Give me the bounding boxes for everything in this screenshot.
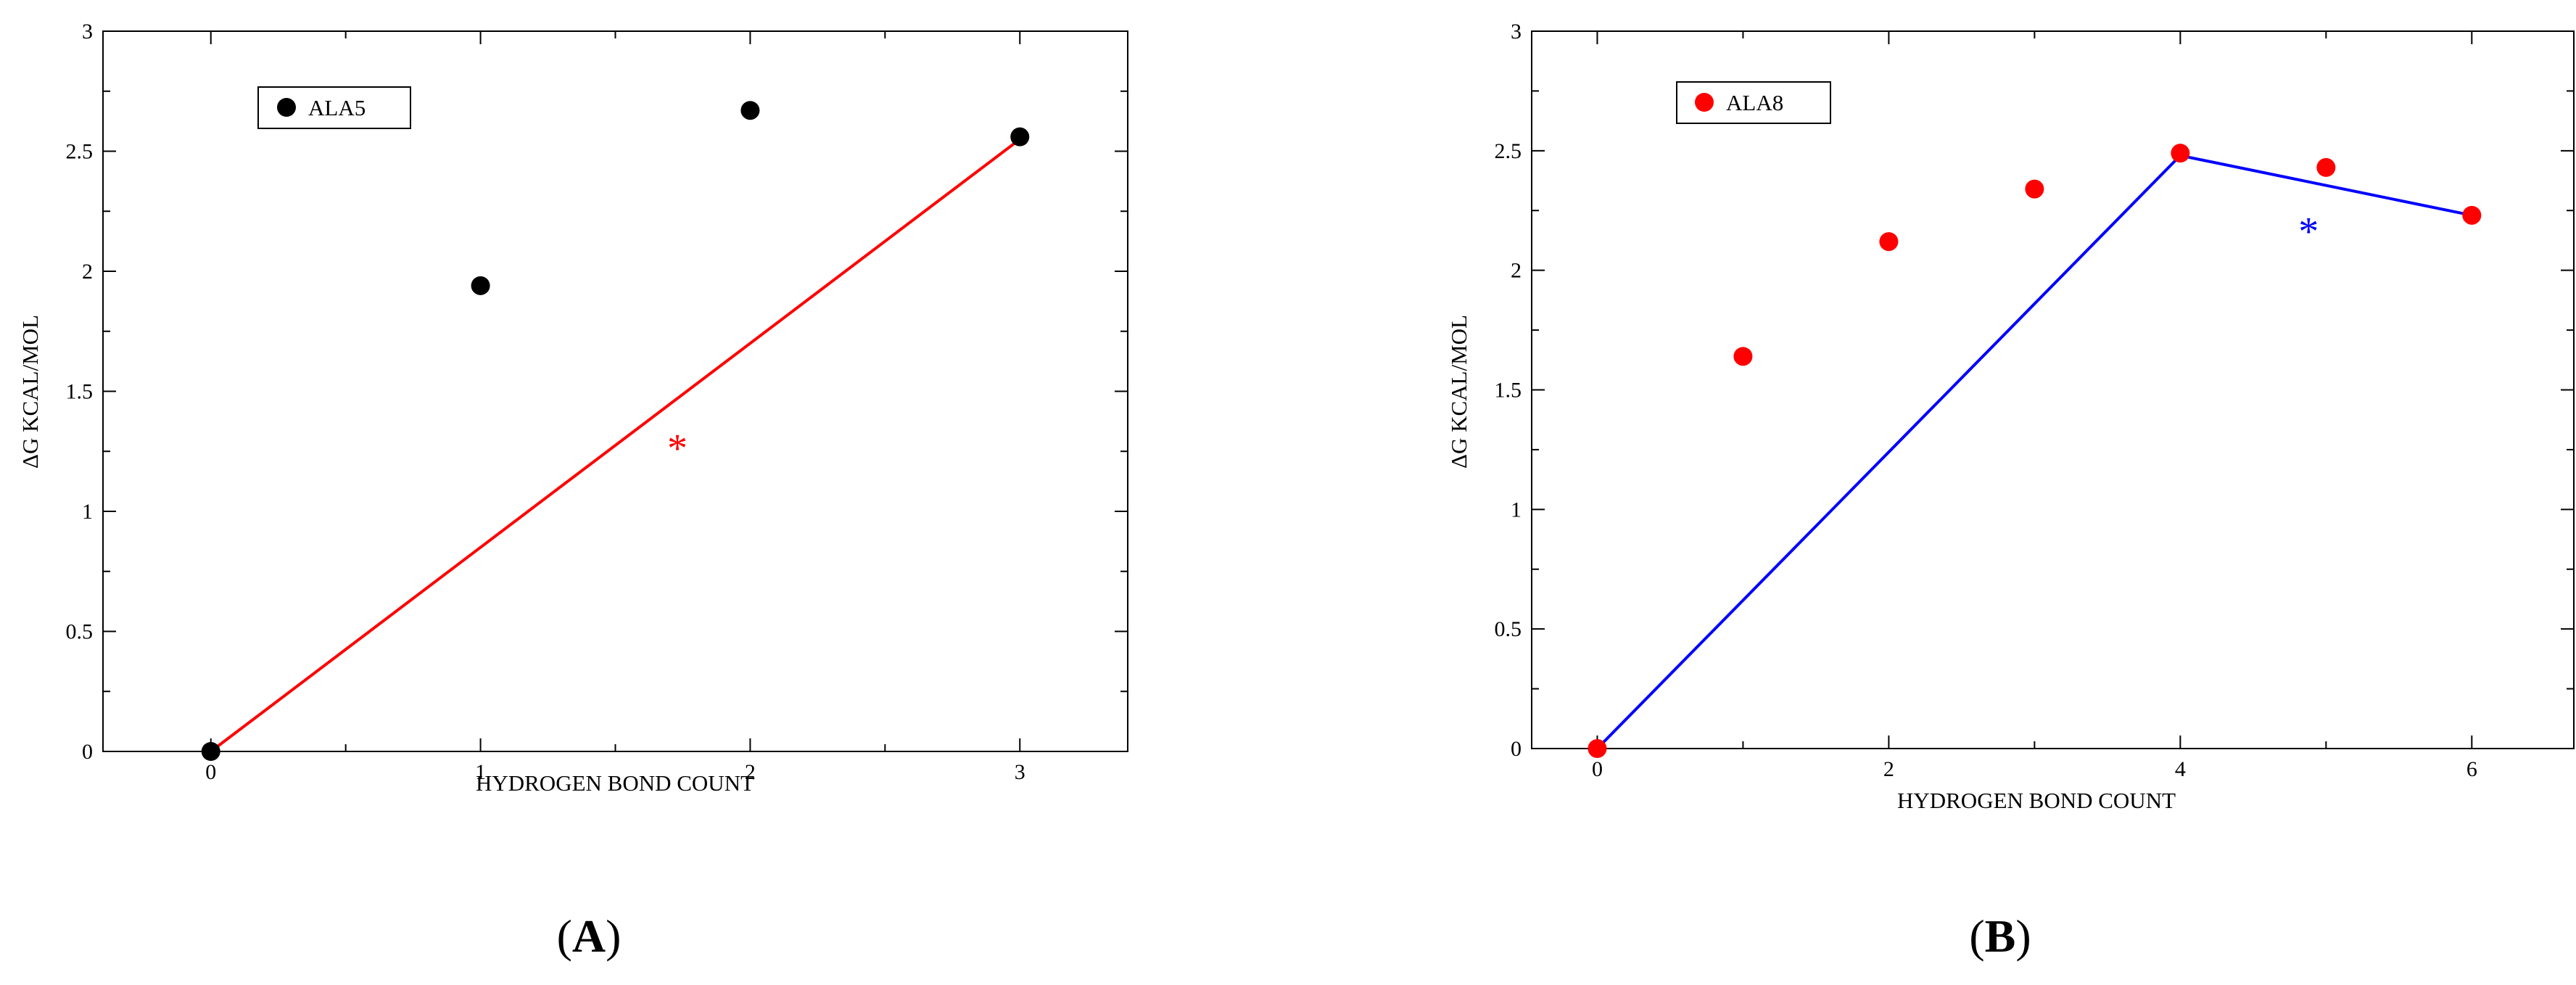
tick-labels: 0 2 4 6 0 0.5 1 1.5 2 2.5 3	[1495, 20, 2477, 781]
y-tick-label: 0.5	[1495, 617, 1522, 641]
plot-frame	[102, 30, 1128, 752]
legend-marker	[1695, 93, 1714, 112]
y-tick-label: 3	[82, 20, 93, 44]
y-tick-label: 1.5	[1495, 379, 1522, 403]
x-tick-label: 3	[1015, 760, 1025, 784]
annotation-asterisk: *	[2298, 209, 2319, 254]
x-axis-label: HYDROGEN BOND COUNT	[476, 770, 754, 796]
legend-marker	[277, 98, 296, 117]
data-point	[1879, 232, 1899, 252]
x-tick-label: 2	[1883, 757, 1894, 781]
y-tick-label: 0	[82, 740, 93, 764]
plot-frame	[1531, 30, 2575, 749]
data-points	[201, 101, 1030, 761]
legend-box	[1676, 81, 1831, 124]
chart-panel-a: 0 1 2 3 0 0.5 1 1.5 2 2.5 3 * ALA5 HYDROGEN BOND C…	[17, 20, 1128, 962]
y-tick-label: 3	[1511, 20, 1522, 44]
annotations: *	[2298, 209, 2319, 254]
panel-label: (A)	[557, 910, 622, 962]
arrows	[210, 138, 1021, 753]
axis-ticks	[1532, 30, 2574, 749]
axis-ticks	[103, 30, 1128, 752]
x-tick-label: 6	[2466, 757, 2477, 781]
legend: ALA5	[257, 86, 411, 129]
y-tick-label: 0	[1511, 737, 1522, 761]
x-tick-label: 2	[745, 760, 756, 784]
y-tick-label: 1	[1511, 498, 1522, 522]
chart-panel-b: 0 2 4 6 0 0.5 1 1.5 2 2.5 3 * ALA8 HYDROGEN BOND C…	[1446, 20, 2575, 962]
annotation-asterisk: *	[667, 426, 688, 471]
y-tick-label: 1	[82, 500, 93, 524]
x-tick-label: 1	[475, 760, 486, 784]
trend-arrow	[210, 138, 1021, 753]
y-axis-label: ΔG KCAL/MOL	[1446, 315, 1471, 469]
data-point	[201, 742, 220, 761]
legend-box	[257, 86, 411, 129]
y-tick-label: 2	[1511, 259, 1522, 283]
data-point	[2316, 157, 2336, 177]
arrows	[1596, 154, 2473, 750]
y-axis-label: ΔG KCAL/MOL	[17, 315, 43, 469]
data-point	[2171, 144, 2190, 163]
trend-arrow	[1596, 154, 2181, 750]
annotations: *	[667, 426, 688, 471]
data-point	[740, 101, 760, 120]
y-tick-label: 2.5	[66, 140, 94, 164]
data-point	[471, 276, 490, 295]
data-point	[2025, 179, 2044, 199]
legend: ALA8	[1676, 81, 1831, 124]
data-point	[1733, 347, 1753, 366]
x-tick-label: 0	[1592, 757, 1603, 781]
data-point	[1010, 127, 1030, 147]
x-tick-label: 4	[2175, 757, 2186, 781]
data-point	[1588, 739, 1607, 758]
x-axis-label: HYDROGEN BOND COUNT	[1897, 788, 2176, 813]
y-tick-label: 1.5	[66, 380, 94, 404]
tick-labels: 0 1 2 3 0 0.5 1 1.5 2 2.5 3	[66, 20, 1025, 784]
legend-label: ALA8	[1726, 90, 1783, 115]
data-points	[1588, 144, 2482, 758]
panel-label: (B)	[1969, 910, 2031, 962]
y-tick-label: 0.5	[66, 620, 94, 644]
x-tick-label: 0	[205, 760, 216, 784]
y-tick-label: 2	[82, 260, 93, 284]
data-point	[2462, 205, 2482, 225]
trend-arrow	[2179, 154, 2473, 218]
y-tick-label: 2.5	[1495, 139, 1522, 163]
legend-label: ALA5	[308, 95, 366, 120]
